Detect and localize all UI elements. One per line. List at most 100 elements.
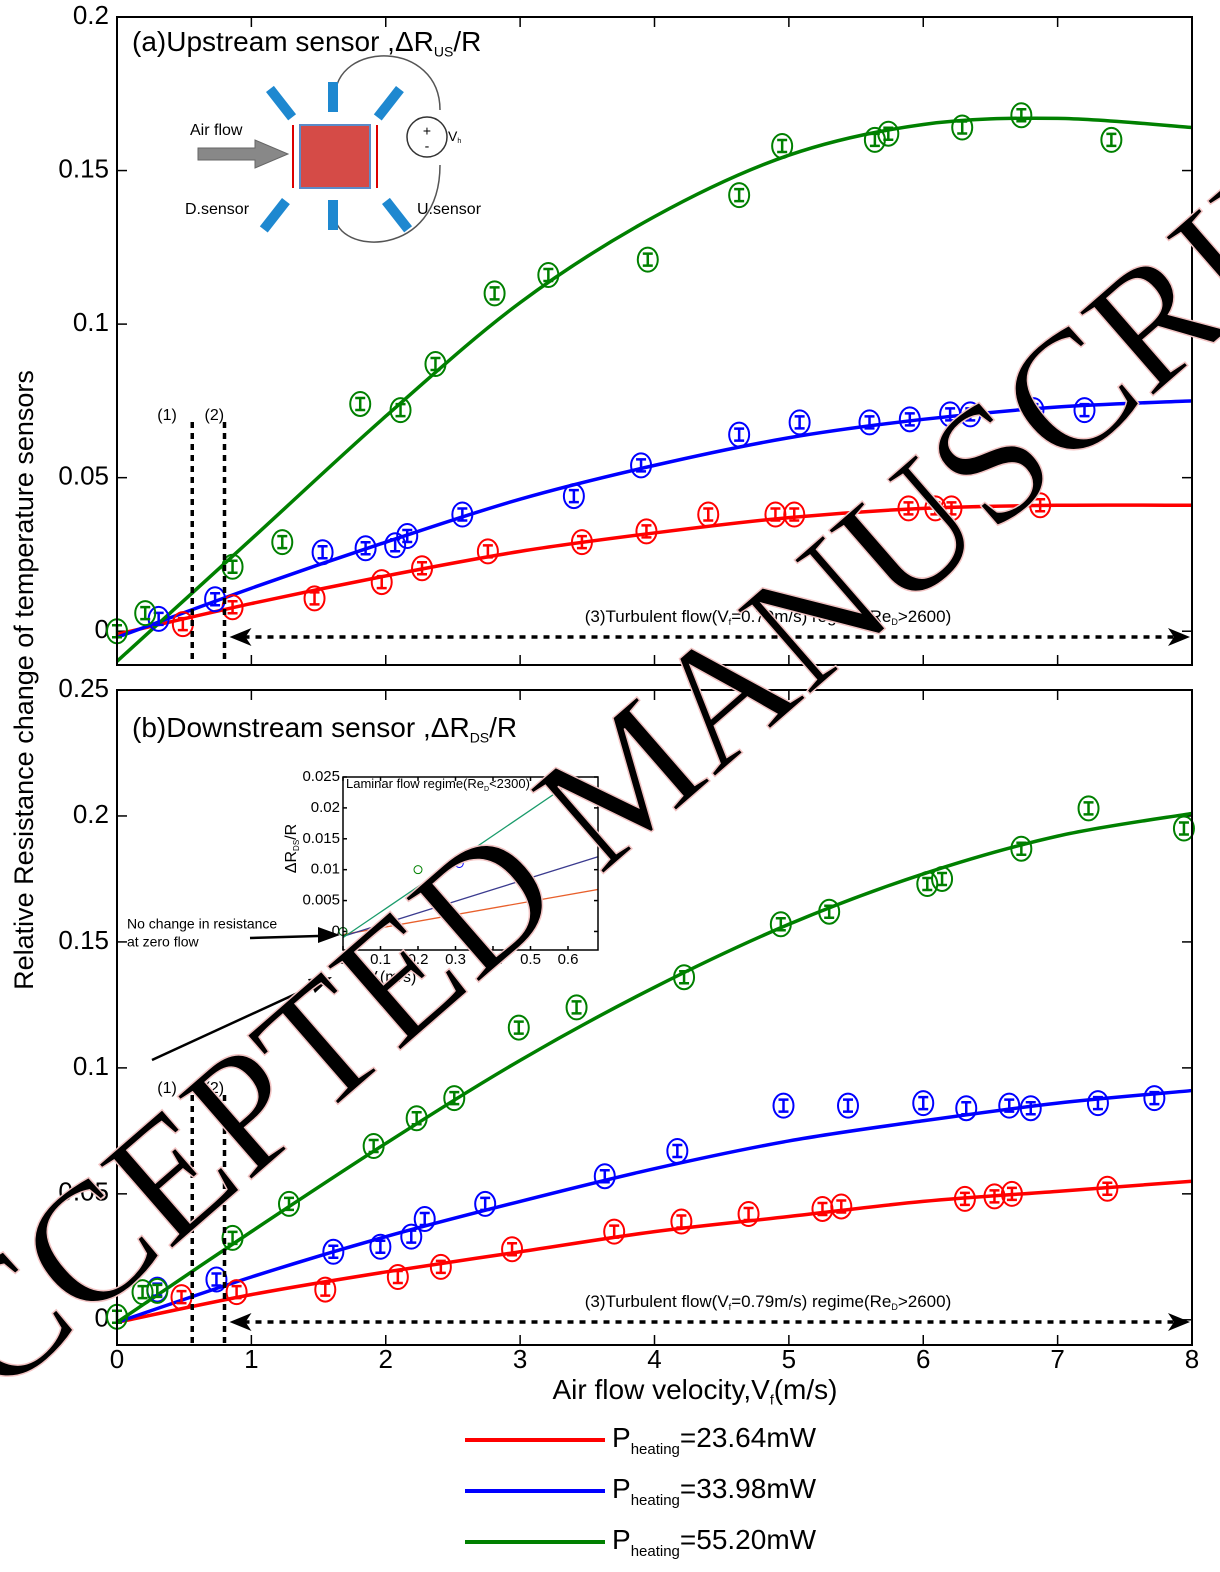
diagram-label: + [423,123,431,139]
marker [314,1276,337,1303]
data-point [1096,1175,1119,1202]
data-point [1010,835,1033,862]
marker-bar [489,286,500,301]
marker [362,1132,385,1159]
x-tick-label: 0.3 [445,951,466,968]
marker-bar [864,415,875,430]
pad [373,86,404,121]
legend-part: =23.64mW [680,1422,817,1453]
marker-bar [480,1196,491,1212]
marker-bar [778,1098,789,1113]
data-point [134,600,157,627]
marker-bar [918,1095,929,1111]
legend-part: =33.98mW [680,1473,817,1504]
inset-x-label-part: f [378,978,381,987]
x-tick-label: 7 [1050,1344,1064,1374]
marker [998,1092,1021,1119]
data-point [1022,397,1045,424]
data-point [171,611,194,638]
data-point [303,585,326,612]
y-tick-label: 0.1 [73,307,109,337]
legend-label: Pheating=33.98mW [612,1473,817,1509]
marker [570,529,593,556]
marker [959,401,982,428]
pads [259,82,413,233]
marker [565,994,588,1021]
inset-background [343,777,598,950]
data-point [603,1218,626,1245]
marker [728,182,751,209]
marker [131,1279,154,1306]
marker [955,1095,978,1122]
data-point [349,390,372,417]
marker-bar [703,507,714,522]
watermark: ACCEPTED MANUSCRIPT [0,44,1220,1509]
marker-bar [543,267,554,283]
marker-bar [402,528,413,544]
marker-bar [642,252,653,267]
data-point [912,1090,935,1117]
data-point [670,1208,693,1235]
marker [837,1092,859,1119]
x-tick-label: 6 [916,1344,930,1374]
arrow-note: at zero flow [127,934,199,950]
turbulent-label-part: >2600) [898,1292,951,1311]
panel-title: (a)Upstream sensor ,ΔRUS/R [132,26,481,59]
y-tick-label: 0.02 [311,799,340,816]
legend-part: P [612,1473,631,1504]
marker-bar [284,1196,294,1212]
data-point [1086,1090,1109,1117]
data-point [314,1276,337,1303]
marker [898,406,921,433]
inset-x-label-part: (m/s) [380,969,416,986]
inset-x-label: Vf(m/s) [367,969,416,987]
marker-bar [770,507,781,522]
marker [349,390,372,417]
data-point [830,1193,853,1220]
marker-bar [1102,1181,1113,1197]
data-point [483,280,506,307]
plot-frame [116,689,1193,1346]
marker [562,483,585,510]
x-tick-label: 5 [782,1344,796,1374]
fit-line [116,811,1193,1324]
data-point [454,859,464,868]
data-point [764,501,787,528]
marker-bar [430,356,441,372]
marker [474,1190,497,1217]
y-tick-label: 0.2 [73,799,109,829]
marker [666,1138,689,1165]
regime-label: (1) [157,407,177,424]
data-point [1077,795,1100,822]
data-point [322,1238,345,1265]
marker [673,964,696,991]
marker-bar [507,1242,518,1257]
data-point [728,182,751,209]
data-point [940,495,963,522]
marker [205,1266,228,1293]
marker-bar [743,1206,754,1222]
marker [370,569,393,596]
data-point [769,911,792,938]
fit-line [115,116,1193,663]
marker-bar [734,427,745,442]
data-point [772,1092,795,1119]
arrow-head [229,628,252,646]
data-point [697,501,720,528]
data-point [278,1190,300,1217]
diagram-label: Air flow [190,122,243,139]
y-tick-label: 0.01 [311,861,340,878]
turbulent-label: (3)Turbulent flow(Vf=0.79m/s) regime(ReD… [585,1292,952,1312]
data-point [666,1138,689,1165]
data-point [953,1185,976,1212]
data-point [818,898,841,925]
turbulent-label-part: (3)Turbulent flow(V [585,1292,730,1311]
marker [635,518,658,545]
data-point [405,1105,428,1132]
fit-line [342,856,599,938]
marker-bar [843,1098,853,1113]
x-tick-label: 0.6 [558,951,579,968]
marker [454,859,464,868]
data-point [636,246,659,273]
data-point [354,535,377,562]
